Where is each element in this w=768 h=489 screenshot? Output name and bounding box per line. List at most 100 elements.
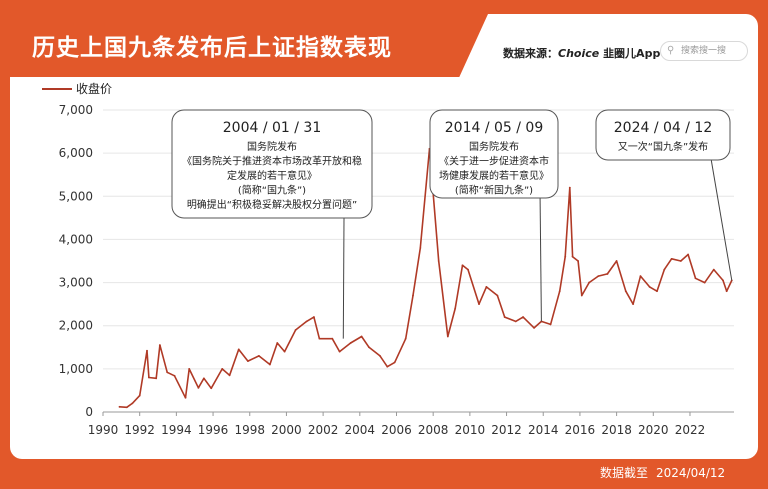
source-brand: Choice [558,47,600,60]
callout-date: 2024 / 04 / 12 [614,120,713,136]
annotation-callout: 2014 / 05 / 09 国务院发布《关于进一步促进资本市场健康发展的若干意见… [429,109,559,322]
chart-card: 历史上国九条发布后上证指数表现 数据来源：Choice 韭圈儿App ⚲ 搜索搜… [10,14,758,459]
y-tick-label: 2,000 [59,319,93,333]
data-point [404,337,407,340]
data-point [155,377,158,380]
y-tick-label: 5,000 [59,189,93,203]
data-point [663,268,666,271]
data-point [694,277,697,280]
data-point [331,337,334,340]
data-point [138,394,141,397]
data-point [496,294,499,297]
callout-leader [710,159,733,281]
data-point [184,396,187,399]
y-tick-label: 4,000 [59,232,93,246]
data-point [478,303,480,306]
data-point [247,360,249,362]
callout-line: (简称“新国九条”) [455,184,533,197]
legend: 收盘价 [42,80,112,97]
data-point [118,405,121,408]
data-point [648,285,651,288]
data-point [454,307,457,310]
data-point [624,290,627,293]
x-tick-label: 1990 [88,423,119,437]
data-point [379,355,381,357]
data-point [173,374,176,377]
data-point [564,255,567,258]
callout-leader [342,217,345,339]
data-point [577,260,579,262]
data-point [283,350,286,353]
data-point [712,268,715,271]
data-point [485,285,488,288]
data-point [461,264,464,267]
data-point [338,350,341,353]
data-point [679,260,682,262]
callout-date: 2014 / 05 / 09 [445,120,544,136]
annotation-callout: 2024 / 04 / 12 又一次“国九条”发布 [595,109,733,281]
callout-line: 又一次“国九条”发布 [618,140,708,153]
data-point [670,257,673,260]
data-point [687,253,690,256]
data-point [580,294,583,297]
callout-line: (简称“国九条”) [238,184,306,197]
data-point [514,320,517,323]
callout-line: 《国务院关于推进资本市场改革开放和稳 [182,155,362,168]
data-point [197,386,200,389]
data-point [503,316,506,318]
data-point [419,247,422,249]
callout-box [429,109,559,199]
data-point [588,281,590,284]
data-point [571,255,574,258]
callout-leader [539,197,542,322]
data-point [446,335,449,338]
x-tick-label: 2018 [601,423,632,437]
data-point [568,186,571,189]
annotation-callout: 2004 / 01 / 31 国务院发布《国务院关于推进资本市场改革开放和稳定发展… [171,109,373,339]
source-app: 韭圈儿App [603,47,661,60]
data-point [703,281,706,284]
callout-box [171,109,373,219]
x-tick-label: 2006 [381,423,412,437]
data-point [147,376,150,379]
data-point [210,387,213,390]
data-point [722,279,724,282]
data-point [533,326,535,329]
data-point [294,329,297,331]
x-tick-label: 1992 [124,423,155,437]
data-point [725,290,728,293]
callout-line: 明确提出“积极稳妥解决股权分置问题” [187,198,357,211]
data-point [368,346,370,349]
y-tick-label: 6,000 [59,146,93,160]
data-point [276,342,279,344]
y-tick-label: 7,000 [59,103,93,117]
search-placeholder: 搜索搜一搜 [681,46,727,56]
legend-label: 收盘价 [76,82,113,96]
data-point [606,273,609,275]
search-box[interactable]: ⚲ 搜索搜一搜 [660,41,748,61]
callout-box [595,109,731,161]
y-tick-label: 1,000 [59,362,93,376]
x-tick-label: 2012 [491,423,522,437]
x-tick-label: 2014 [528,423,559,437]
series-line-close [119,148,733,409]
data-point [313,316,315,318]
x-tick-label: 2000 [271,423,302,437]
data-point [269,363,271,366]
callout-line: 国务院发布 [247,140,297,153]
data-point [412,294,414,297]
footer-date: 2024/04/12 [656,466,726,480]
data-point [228,374,231,377]
y-tick-label: 3,000 [59,276,93,290]
data-point [360,335,363,338]
x-tick-label: 2010 [455,423,486,437]
callout-line: 场健康发展的若干意见》 [439,169,549,182]
data-point [158,344,161,347]
callout-date: 2004 / 01 / 31 [223,120,322,136]
data-point [437,260,440,262]
callout-line: 《关于进一步促进资本市 [439,155,549,168]
footer-note: 数据截至 2024/04/12 [600,464,733,481]
x-tick-label: 2022 [675,423,706,437]
data-point [597,275,600,277]
